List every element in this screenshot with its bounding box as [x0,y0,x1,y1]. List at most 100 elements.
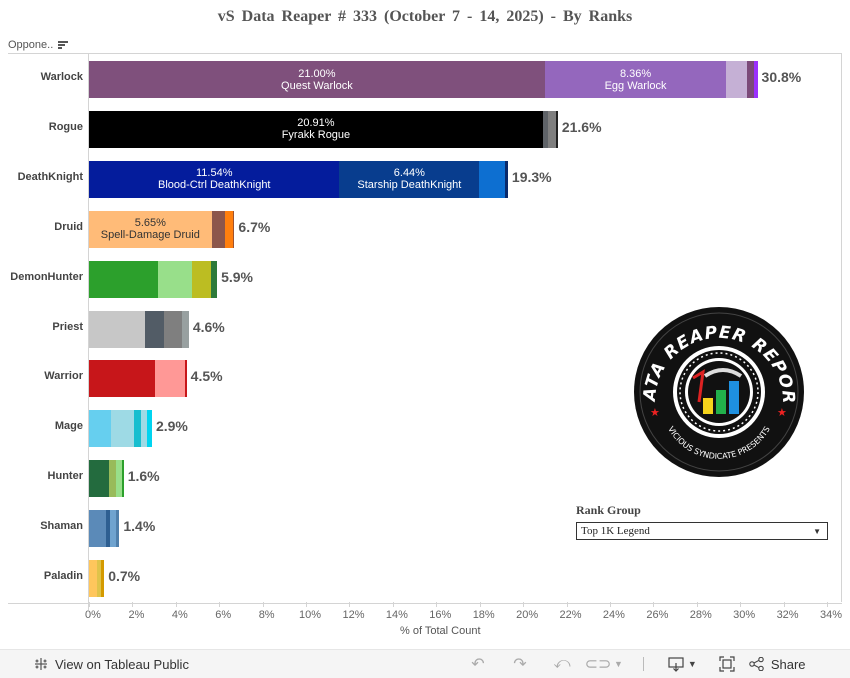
bar-segment[interactable] [542,110,549,148]
bar-segment[interactable] [746,61,755,98]
x-tick [349,602,351,607]
bar-segment[interactable] [115,510,120,548]
x-tick [566,602,568,607]
class-label: Mage [54,420,83,433]
share-icon[interactable] [749,657,765,671]
class-label: DemonHunter [10,270,83,283]
refresh-dropdown-icon[interactable]: ▼ [614,659,623,669]
stacked-bar [89,560,105,597]
bar-segment[interactable] [105,510,110,548]
bar-segment[interactable] [89,510,106,548]
frame-border [841,53,842,602]
bar-segment[interactable] [210,260,218,298]
total-percent-label: 0.7% [108,568,141,584]
download-dropdown-icon[interactable]: ▼ [687,659,697,669]
bar-segment[interactable] [726,61,747,98]
x-tick [609,602,611,607]
bar-segment[interactable] [140,410,147,448]
bar-segment[interactable] [754,61,758,98]
redo-icon[interactable]: ↷ [513,656,527,673]
x-tick-label: 30% [733,609,756,621]
bar-row-shaman: Shaman 1.4% [0,503,850,553]
bar-segment[interactable] [556,110,558,148]
bar-segment[interactable] [133,410,141,448]
bar-segment[interactable] [109,510,116,548]
bar-segment[interactable] [504,160,508,198]
bar-segment[interactable] [89,360,156,398]
total-percent-label: 21.6% [561,118,602,135]
fullscreen-icon[interactable] [719,656,735,672]
x-tick [219,602,221,607]
bar-segment[interactable] [89,260,159,298]
x-tick [740,602,742,607]
class-label: Shaman [40,520,83,533]
bar-segment[interactable] [548,110,557,148]
rank-group-dropdown[interactable]: Top 1K Legend ▼ [576,522,828,540]
stacked-bar: 21.00% Quest Warlock 8.36% Egg Warlock [89,61,758,98]
bar-segment[interactable] [108,460,116,498]
total-percent-label: 5.9% [221,268,253,285]
refresh-icon[interactable]: ⊂⊃ [584,656,612,673]
total-percent-label: 1.4% [123,518,156,535]
undo-icon[interactable]: ↶ [471,656,485,673]
dropdown-arrow-icon: ▼ [813,526,821,536]
bar-segment[interactable] [164,310,183,348]
bar-segment[interactable] [100,560,105,597]
bar-segment[interactable]: 8.36% Egg Warlock [544,61,727,98]
bar-segment[interactable] [182,310,189,348]
sort-descending-icon[interactable] [58,40,69,50]
bar-segment[interactable] [121,460,124,498]
total-percent-label: 19.3% [511,168,552,185]
bar-segment[interactable] [89,310,146,348]
chart-frame [8,53,842,604]
bar-segment[interactable] [155,360,186,398]
bar-segment[interactable] [232,210,235,248]
revert-icon[interactable]: ⤺ [553,655,571,672]
total-percent-label: 2.9% [155,418,188,435]
class-label: Priest [52,320,83,333]
stacked-bar [89,510,120,548]
bar-row-demonhunter: DemonHunter 5.9% [0,254,850,304]
bar-segment[interactable]: 21.00% Quest Warlock [89,61,545,98]
bar-segment[interactable] [185,360,187,398]
bar-segment[interactable] [158,260,193,298]
bar-segment[interactable]: 5.65% Spell-Damage Druid [89,210,212,248]
x-tick [653,602,655,607]
total-percent-label: 30.8% [761,69,802,85]
bar-segment[interactable] [146,410,152,448]
x-tick [175,602,177,607]
share-button[interactable]: Share [770,656,806,672]
bar-segment[interactable] [192,260,211,298]
x-tick [696,602,698,607]
svg-text:★: ★ [650,407,660,419]
bar-segment[interactable]: 6.44% Starship DeathKnight [339,160,480,198]
bar-segment[interactable] [211,210,225,248]
x-tick-label: 18% [472,609,495,621]
bar-segment[interactable]: 11.54% Blood-Ctrl DeathKnight [89,160,340,198]
x-tick-label: 8% [258,609,275,621]
bar-segment[interactable] [110,410,134,448]
bar-segment[interactable] [89,560,98,597]
x-tick-label: 16% [429,609,452,621]
class-label: Hunter [47,470,83,483]
download-icon[interactable] [668,656,684,672]
column-header[interactable]: Oppone.. [8,39,69,51]
bar-segment[interactable] [479,160,505,198]
bar-segment[interactable] [145,310,165,348]
segment-percent: 21.00% [298,67,336,80]
total-percent-label: 1.6% [127,468,160,485]
bar-segment[interactable] [97,560,101,597]
bar-segment[interactable]: 20.91% Fyrakk Rogue [89,110,543,148]
x-tick-label: 34% [819,609,843,621]
x-tick-label: 22% [559,609,582,621]
segment-percent: 6.44% [393,167,425,180]
view-on-tableau-link[interactable]: View on Tableau Public [33,656,189,672]
segment-archetype-name: Spell-Damage Druid [100,229,200,242]
x-tick-label: 28% [689,609,712,621]
bar-row-deathknight: DeathKnight 11.54% Blood-Ctrl DeathKnight 6… [0,154,850,204]
bar-segment[interactable] [89,410,111,448]
bar-segment[interactable] [89,460,109,498]
bar-segment[interactable] [115,460,122,498]
bar-row-druid: Druid 5.65% Spell-Damage Druid 6.7% [0,204,850,254]
bar-segment[interactable] [224,210,233,248]
